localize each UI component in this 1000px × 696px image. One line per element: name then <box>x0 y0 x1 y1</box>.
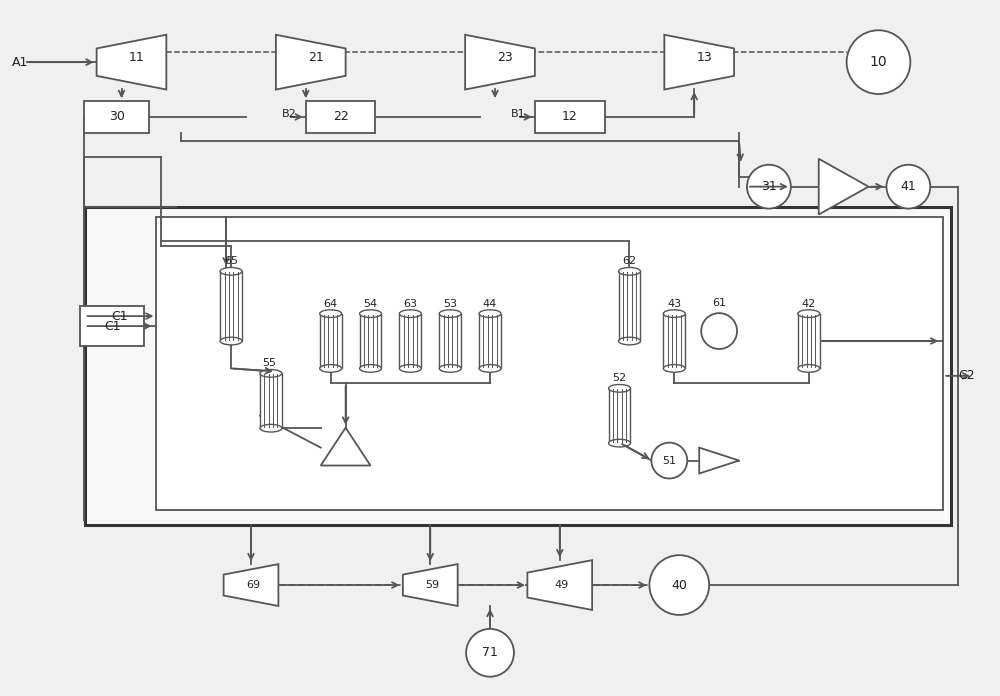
Text: 42: 42 <box>802 299 816 309</box>
Bar <box>156 216 943 510</box>
Ellipse shape <box>619 337 640 345</box>
Text: C1: C1 <box>104 319 121 333</box>
Polygon shape <box>224 564 278 606</box>
Text: 10: 10 <box>870 55 887 69</box>
Polygon shape <box>276 35 346 90</box>
Bar <box>619 271 640 341</box>
Text: 11: 11 <box>129 51 144 63</box>
Text: 63: 63 <box>403 299 417 309</box>
Ellipse shape <box>320 365 342 372</box>
Bar <box>663 314 685 368</box>
Text: 23: 23 <box>497 51 513 63</box>
Text: B2: B2 <box>281 109 296 119</box>
Text: 49: 49 <box>555 580 569 590</box>
Ellipse shape <box>399 365 421 372</box>
Ellipse shape <box>260 370 282 377</box>
Text: 13: 13 <box>696 51 712 63</box>
Text: C1: C1 <box>111 310 128 323</box>
Ellipse shape <box>609 439 630 447</box>
Bar <box>399 314 421 368</box>
Ellipse shape <box>479 310 501 317</box>
Polygon shape <box>321 427 371 466</box>
Text: 12: 12 <box>562 111 578 123</box>
Text: 55: 55 <box>262 358 276 368</box>
Ellipse shape <box>798 310 820 317</box>
Text: 30: 30 <box>109 111 124 123</box>
Polygon shape <box>699 448 739 473</box>
Text: C2: C2 <box>958 370 974 382</box>
Polygon shape <box>403 564 458 606</box>
Polygon shape <box>819 159 869 214</box>
Circle shape <box>847 30 910 94</box>
Text: 31: 31 <box>761 180 777 193</box>
Ellipse shape <box>619 267 640 275</box>
Ellipse shape <box>260 425 282 432</box>
Ellipse shape <box>479 365 501 372</box>
Ellipse shape <box>220 267 242 275</box>
Circle shape <box>747 165 791 209</box>
Text: 61: 61 <box>712 298 726 308</box>
Ellipse shape <box>399 310 421 317</box>
Bar <box>80 306 144 346</box>
Text: 69: 69 <box>246 580 260 590</box>
Text: 62: 62 <box>622 256 637 267</box>
Bar <box>84 101 149 133</box>
Text: 21: 21 <box>308 51 324 63</box>
Text: 22: 22 <box>333 111 349 123</box>
Bar <box>439 314 461 368</box>
Text: B1: B1 <box>511 109 525 119</box>
Ellipse shape <box>439 310 461 317</box>
Circle shape <box>466 629 514 677</box>
Ellipse shape <box>320 310 342 317</box>
Bar <box>220 271 242 341</box>
Bar <box>479 314 501 368</box>
Bar <box>260 373 282 428</box>
Text: 59: 59 <box>425 580 439 590</box>
Text: 40: 40 <box>671 578 687 592</box>
Bar <box>609 388 630 443</box>
Bar <box>85 207 951 525</box>
Text: 44: 44 <box>483 299 497 309</box>
Text: 71: 71 <box>482 647 498 659</box>
Polygon shape <box>527 560 592 610</box>
Bar <box>320 314 342 368</box>
Text: 53: 53 <box>443 299 457 309</box>
Polygon shape <box>97 35 166 90</box>
Text: 64: 64 <box>324 299 338 309</box>
Bar <box>798 314 820 368</box>
Bar <box>535 101 605 133</box>
Ellipse shape <box>798 365 820 372</box>
Ellipse shape <box>663 365 685 372</box>
Text: 54: 54 <box>363 299 378 309</box>
Ellipse shape <box>663 310 685 317</box>
Ellipse shape <box>360 310 381 317</box>
Polygon shape <box>465 35 535 90</box>
Text: 51: 51 <box>662 456 676 466</box>
Bar <box>360 314 381 368</box>
Circle shape <box>886 165 930 209</box>
Circle shape <box>651 443 687 478</box>
Polygon shape <box>664 35 734 90</box>
Text: A1: A1 <box>12 56 28 69</box>
Circle shape <box>701 313 737 349</box>
Text: 43: 43 <box>667 299 681 309</box>
Ellipse shape <box>220 337 242 345</box>
Circle shape <box>649 555 709 615</box>
Ellipse shape <box>439 365 461 372</box>
Ellipse shape <box>360 365 381 372</box>
Bar <box>306 101 375 133</box>
Text: 65: 65 <box>224 256 238 267</box>
Text: 52: 52 <box>612 373 627 383</box>
Text: 41: 41 <box>900 180 916 193</box>
Ellipse shape <box>609 384 630 392</box>
